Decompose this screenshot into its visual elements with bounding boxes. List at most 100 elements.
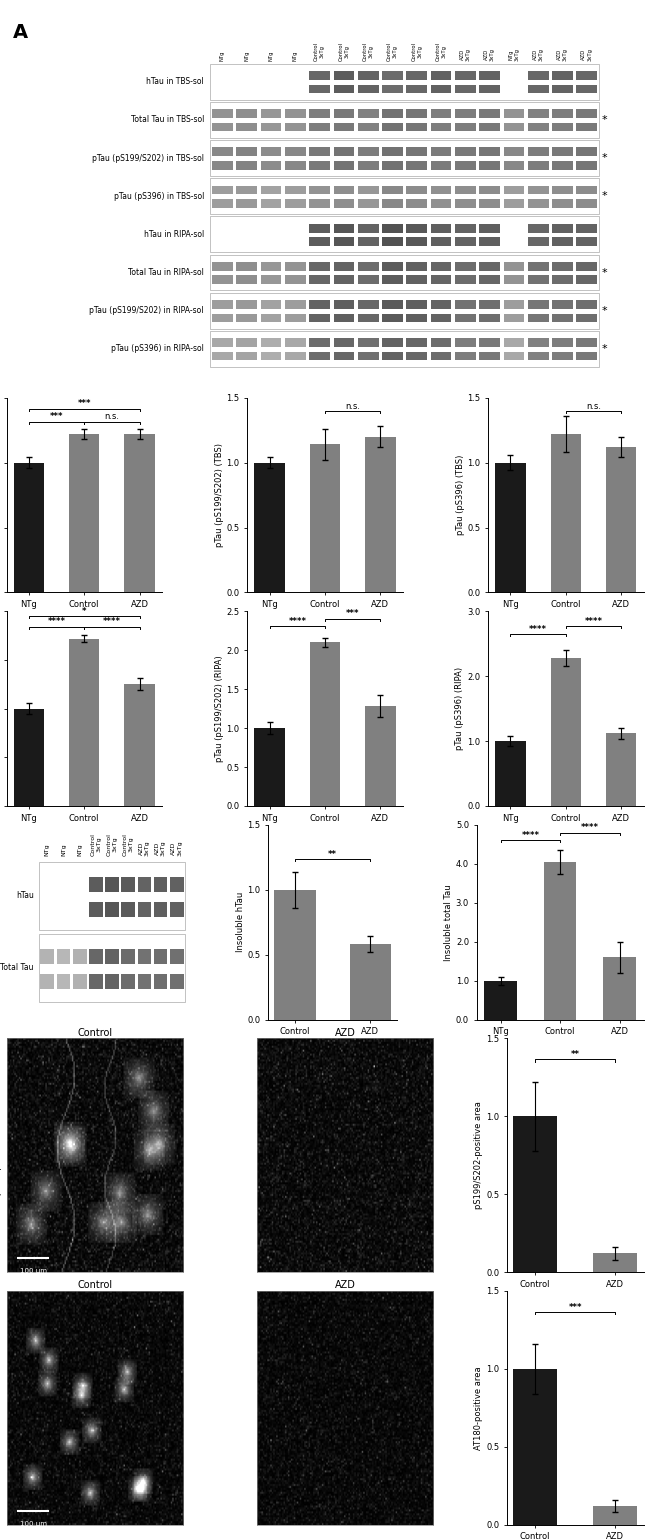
Text: ***: *** (77, 399, 91, 408)
FancyBboxPatch shape (333, 276, 354, 285)
Bar (513, 1116, 557, 1272)
FancyBboxPatch shape (333, 223, 354, 233)
FancyBboxPatch shape (528, 339, 549, 346)
FancyBboxPatch shape (309, 262, 330, 271)
Title: AZD: AZD (335, 1027, 356, 1038)
FancyBboxPatch shape (138, 975, 151, 989)
FancyBboxPatch shape (479, 148, 500, 156)
FancyBboxPatch shape (285, 109, 306, 119)
Text: hTau in TBS-sol: hTau in TBS-sol (146, 77, 204, 86)
Bar (593, 1254, 637, 1272)
FancyBboxPatch shape (358, 237, 378, 246)
FancyBboxPatch shape (309, 300, 330, 310)
Title: AZD: AZD (335, 1280, 356, 1291)
Text: ****: **** (584, 618, 603, 625)
FancyBboxPatch shape (358, 123, 378, 131)
FancyBboxPatch shape (212, 276, 233, 285)
FancyBboxPatch shape (285, 160, 306, 169)
Bar (211, 63, 599, 100)
FancyBboxPatch shape (406, 223, 427, 233)
Text: *: * (602, 116, 608, 125)
FancyBboxPatch shape (382, 339, 403, 346)
FancyBboxPatch shape (479, 223, 500, 233)
Bar (365, 707, 396, 805)
FancyBboxPatch shape (212, 199, 233, 208)
Bar (14, 708, 44, 805)
FancyBboxPatch shape (212, 314, 233, 322)
FancyBboxPatch shape (212, 351, 233, 360)
Bar (603, 958, 636, 1019)
Text: pTau (pS199/S202) in RIPA-sol: pTau (pS199/S202) in RIPA-sol (90, 306, 204, 316)
FancyBboxPatch shape (528, 148, 549, 156)
Bar (495, 741, 526, 805)
Y-axis label: pS199/S202-positive area: pS199/S202-positive area (474, 1101, 484, 1209)
FancyBboxPatch shape (382, 314, 403, 322)
FancyBboxPatch shape (455, 199, 476, 208)
FancyBboxPatch shape (333, 339, 354, 346)
FancyBboxPatch shape (552, 276, 573, 285)
FancyBboxPatch shape (170, 902, 184, 918)
FancyBboxPatch shape (237, 199, 257, 208)
FancyBboxPatch shape (455, 160, 476, 169)
FancyBboxPatch shape (577, 109, 597, 119)
FancyBboxPatch shape (528, 109, 549, 119)
Text: AZD
3xTg: AZD 3xTg (533, 48, 543, 62)
FancyBboxPatch shape (455, 339, 476, 346)
Text: NTg: NTg (244, 51, 249, 62)
FancyBboxPatch shape (431, 339, 451, 346)
Text: n.s.: n.s. (586, 402, 601, 411)
FancyBboxPatch shape (406, 148, 427, 156)
Text: *: * (602, 191, 608, 202)
Text: Control
3xTg: Control 3xTg (107, 833, 118, 856)
Bar (495, 462, 526, 593)
FancyBboxPatch shape (333, 300, 354, 310)
FancyBboxPatch shape (57, 949, 70, 964)
FancyBboxPatch shape (455, 109, 476, 119)
FancyBboxPatch shape (431, 237, 451, 246)
FancyBboxPatch shape (552, 300, 573, 310)
FancyBboxPatch shape (73, 949, 86, 964)
FancyBboxPatch shape (237, 160, 257, 169)
FancyBboxPatch shape (122, 975, 135, 989)
Y-axis label: Insoluble total Tau: Insoluble total Tau (444, 884, 453, 961)
Text: Control
3xTg: Control 3xTg (90, 833, 101, 856)
FancyBboxPatch shape (577, 148, 597, 156)
FancyBboxPatch shape (577, 199, 597, 208)
FancyBboxPatch shape (528, 237, 549, 246)
FancyBboxPatch shape (73, 975, 86, 989)
FancyBboxPatch shape (455, 276, 476, 285)
FancyBboxPatch shape (89, 949, 103, 964)
FancyBboxPatch shape (552, 123, 573, 131)
FancyBboxPatch shape (309, 109, 330, 119)
Text: ***: *** (50, 413, 63, 422)
Text: Total Tau in TBS-sol: Total Tau in TBS-sol (131, 116, 204, 125)
FancyBboxPatch shape (237, 314, 257, 322)
FancyBboxPatch shape (333, 109, 354, 119)
Bar (39, 935, 185, 1003)
Text: *: * (602, 268, 608, 277)
FancyBboxPatch shape (309, 339, 330, 346)
FancyBboxPatch shape (552, 71, 573, 80)
Text: *: * (82, 607, 86, 616)
FancyBboxPatch shape (285, 148, 306, 156)
FancyBboxPatch shape (528, 262, 549, 271)
Bar (39, 862, 185, 930)
Bar (593, 1506, 637, 1525)
FancyBboxPatch shape (382, 223, 403, 233)
Text: NTg: NTg (45, 844, 50, 856)
FancyBboxPatch shape (212, 148, 233, 156)
Text: A: A (13, 23, 28, 42)
FancyBboxPatch shape (333, 237, 354, 246)
FancyBboxPatch shape (528, 351, 549, 360)
FancyBboxPatch shape (577, 85, 597, 94)
Text: NTg
3xTg: NTg 3xTg (508, 48, 519, 62)
Y-axis label: pTau (pS396) (RIPA): pTau (pS396) (RIPA) (456, 667, 465, 750)
FancyBboxPatch shape (552, 148, 573, 156)
Bar (254, 462, 285, 593)
FancyBboxPatch shape (382, 71, 403, 80)
FancyBboxPatch shape (382, 85, 403, 94)
Bar (274, 890, 315, 1019)
FancyBboxPatch shape (261, 262, 281, 271)
FancyBboxPatch shape (479, 109, 500, 119)
FancyBboxPatch shape (577, 160, 597, 169)
